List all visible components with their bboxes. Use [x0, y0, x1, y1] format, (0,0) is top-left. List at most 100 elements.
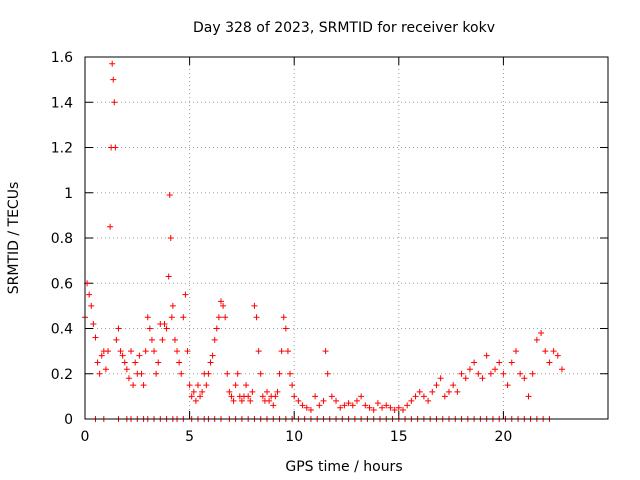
- data-point: [291, 393, 298, 400]
- y-tick-label: 0.8: [51, 231, 73, 247]
- data-point: [220, 302, 227, 309]
- x-tick-label: 15: [390, 429, 408, 445]
- data-point: [247, 397, 254, 404]
- data-point: [492, 366, 499, 373]
- y-tick-label: 0.6: [51, 276, 73, 292]
- data-point: [475, 370, 482, 377]
- data-point: [125, 375, 132, 382]
- x-tick-label: 5: [185, 429, 194, 445]
- data-point: [207, 359, 214, 366]
- data-point: [166, 192, 173, 199]
- data-point: [533, 336, 540, 343]
- data-point: [266, 397, 273, 404]
- data-point: [132, 359, 139, 366]
- data-point: [102, 366, 109, 373]
- data-point: [358, 393, 365, 400]
- data-point: [307, 406, 314, 413]
- data-point: [112, 144, 119, 151]
- data-point: [163, 325, 170, 332]
- data-point: [462, 375, 469, 382]
- data-point: [433, 382, 440, 389]
- data-point: [437, 375, 444, 382]
- data-point: [111, 99, 118, 106]
- x-axis-label: GPS time / hours: [285, 459, 402, 475]
- data-point: [136, 352, 143, 359]
- data-point: [178, 370, 185, 377]
- data-point: [167, 235, 174, 241]
- data-point: [420, 393, 427, 400]
- data-point: [142, 348, 149, 355]
- data-point: [213, 325, 220, 332]
- data-point: [542, 348, 549, 355]
- data-point: [278, 348, 285, 355]
- data-point: [471, 359, 478, 366]
- data-point: [211, 336, 218, 343]
- data-point: [148, 336, 155, 343]
- data-point: [299, 402, 306, 409]
- data-point: [349, 402, 356, 409]
- data-point: [176, 359, 183, 366]
- data-point: [558, 366, 565, 373]
- data-point: [192, 397, 199, 404]
- data-point: [107, 223, 114, 230]
- data-point: [190, 388, 197, 395]
- data-point: [203, 382, 210, 389]
- axis-ticks: 0 0.2 0.4 0.6 0.8 1 1.2 1.4 1.6 0 5 10 15 20: [51, 50, 608, 445]
- data-point: [287, 370, 294, 377]
- data-point: [259, 393, 266, 400]
- data-point: [450, 382, 457, 389]
- data-point: [274, 388, 281, 395]
- data-point: [496, 359, 503, 366]
- data-point: [245, 393, 252, 400]
- data-point: [512, 348, 519, 355]
- data-point: [146, 325, 153, 332]
- data-point: [399, 406, 406, 413]
- data-point: [180, 314, 187, 321]
- data-point: [199, 388, 206, 395]
- data-point: [458, 370, 465, 377]
- data-point: [226, 388, 233, 395]
- data-point: [500, 370, 507, 377]
- data-point: [230, 397, 237, 404]
- data-point: [324, 370, 331, 377]
- data-point: [282, 325, 289, 332]
- data-point: [234, 370, 241, 377]
- data-point: [550, 348, 557, 355]
- data-point: [328, 393, 335, 400]
- y-tick-label: 1.4: [51, 95, 73, 111]
- data-point: [521, 375, 528, 382]
- y-axis-label: SRMTID / TECUs: [6, 182, 22, 295]
- data-point: [253, 314, 260, 321]
- data-point: [169, 302, 176, 309]
- data-point: [276, 370, 283, 377]
- data-point: [153, 370, 160, 377]
- y-tick-label: 0.4: [51, 322, 73, 338]
- data-point: [454, 388, 461, 395]
- data-point: [425, 397, 432, 404]
- data-point: [341, 402, 348, 409]
- data-point: [504, 382, 511, 389]
- data-point: [205, 370, 212, 377]
- data-point: [370, 406, 377, 413]
- data-point: [337, 404, 344, 411]
- data-point: [119, 352, 126, 359]
- data-point: [270, 402, 277, 409]
- data-point: [113, 336, 120, 343]
- data-point: [184, 348, 191, 355]
- data-point: [312, 393, 319, 400]
- data-point: [90, 320, 97, 327]
- data-point: [92, 334, 99, 341]
- data-point: [362, 402, 369, 409]
- data-point: [144, 314, 151, 321]
- data-point: [88, 302, 95, 309]
- data-point: [383, 402, 390, 409]
- data-point: [295, 397, 302, 404]
- data-point: [182, 291, 189, 298]
- data-point: [168, 314, 175, 321]
- data-point: [209, 352, 216, 359]
- data-point: [487, 370, 494, 377]
- grid-lines: [85, 57, 608, 419]
- data-point: [186, 382, 193, 389]
- plot-frame: [84, 56, 609, 420]
- data-point: [249, 388, 256, 395]
